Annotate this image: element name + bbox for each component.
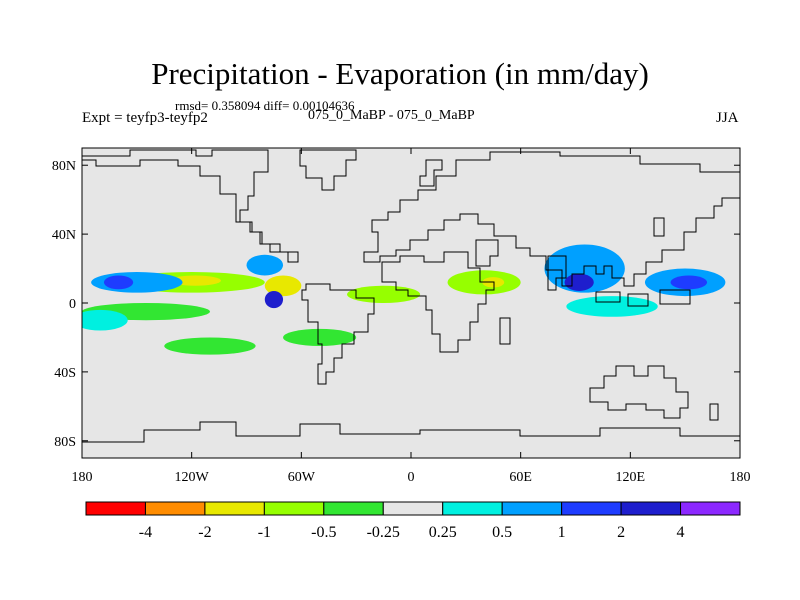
x-tick-label-2: 60W [288,470,316,485]
y-tick-label-2: 0 [69,297,76,312]
coastline-indonesia [595,289,691,307]
data-region-10 [103,275,134,290]
colorbar-bin-4 [323,501,384,516]
data-region-2 [264,275,302,297]
y-tick-label-1: 40N [52,228,76,243]
colorbar-label-6: 0.5 [492,524,512,541]
colorbar-bin-6 [442,501,503,516]
coastline-australia [589,365,689,419]
colorbar-label-0: -4 [139,524,152,541]
data-region-15 [670,275,708,290]
data-region-11 [246,254,284,276]
coastline-greenland [299,149,357,191]
coastline-madagascar [499,317,511,345]
colorbar-label-4: -0.25 [367,524,400,541]
y-tick-label-4: 80S [54,435,76,450]
x-tick-label-1: 120W [175,470,210,485]
colorbar-label-2: -1 [258,524,271,541]
colorbar-bin-8 [561,501,622,516]
y-tick-label-3: 40S [54,366,76,381]
colorbar-bin-9 [620,501,682,516]
coastline-north-america [82,149,299,263]
colorbar-label-8: 2 [617,524,625,541]
colorbar-bin-1 [144,501,206,516]
y-tick-label-0: 80N [52,159,76,174]
experiment-pair: 075_0_MaBP - 075_0_MaBP [308,108,475,123]
coastline-south-america [301,283,375,385]
data-region-1 [169,275,221,286]
y-axis: 80N 40N 0 40S 80S [52,159,740,450]
coastline-scandinavia [419,159,443,187]
data-region-3 [347,285,421,303]
colorbar-bin-0 [85,501,146,516]
coastline-india [547,255,567,291]
colorbar-bin-10 [680,501,741,516]
experiment-label: Expt = teyfp3-teyfp2 [82,110,208,126]
coastline-africa [381,251,495,353]
colorbar-bin-7 [501,501,563,516]
x-tick-label-6: 180 [730,470,751,485]
colorbar-label-9: 4 [677,524,685,541]
coastline-eurasia [363,151,740,287]
coastlines [82,149,740,443]
data-region-13 [564,273,594,291]
chart-stats: rmsd= 0.358094 diff= 0.00104636 [175,98,355,113]
colorbar-label-3: -0.5 [311,524,336,541]
colorbar: -4 -2 -1 -0.5 -0.25 0.25 0.5 1 2 4 [85,501,741,541]
chart-title: Precipitation - Evaporation (in mm/day) [151,56,649,91]
data-region-17 [566,296,658,317]
coastline-japan [653,217,665,237]
data-region-8 [164,337,256,355]
x-axis: 180 120W 60W 0 60E 120E 180 [72,148,751,485]
colorbar-bin-5 [382,501,444,516]
colorbar-bin-2 [204,501,265,516]
coastline-new-zealand [709,403,719,421]
data-region-16 [264,290,284,309]
x-tick-label-3: 0 [408,470,415,485]
x-tick-label-0: 180 [72,470,93,485]
colorbar-label-1: -2 [198,524,211,541]
data-region-7 [283,328,357,347]
data-regions [82,244,726,355]
x-tick-label-5: 120E [616,470,646,485]
colorbar-bin-3 [263,501,325,516]
colorbar-label-7: 1 [558,524,566,541]
data-region-18 [82,309,128,331]
colorbar-label-5: 0.25 [429,524,457,541]
coastline-arabia [475,239,499,267]
x-tick-label-4: 60E [509,470,532,485]
season-label: JJA [716,110,739,126]
coastline-antarctica [82,421,740,443]
